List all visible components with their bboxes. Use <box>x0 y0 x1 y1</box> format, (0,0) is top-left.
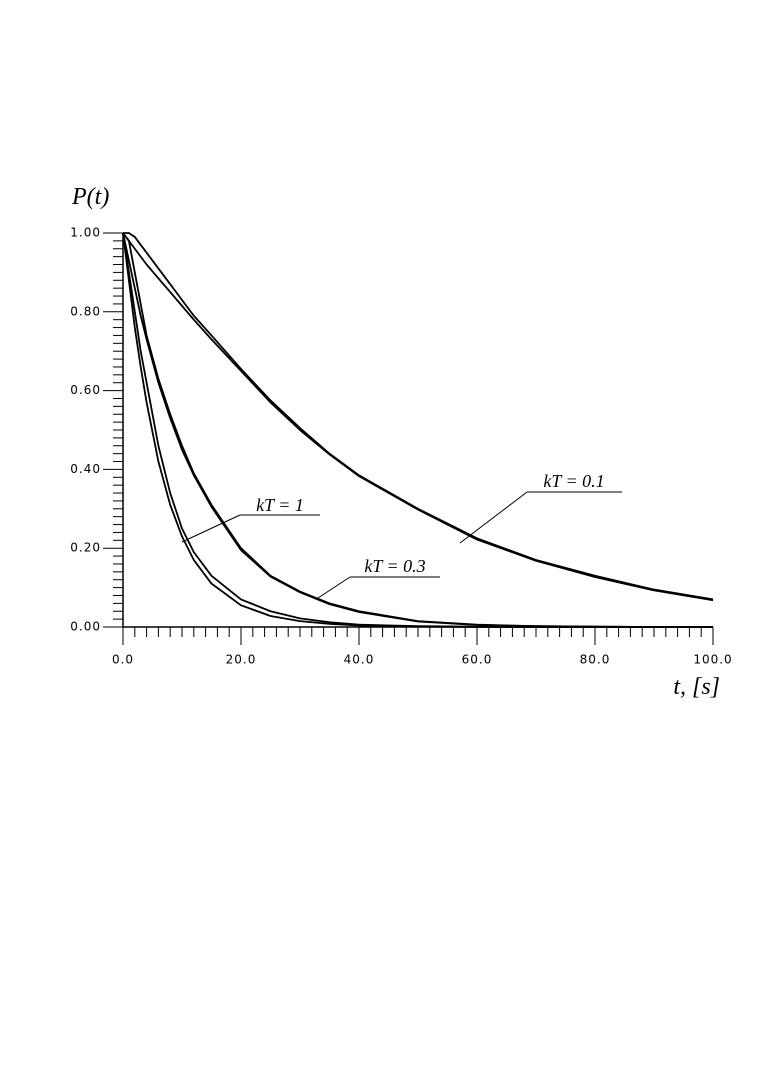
x-axis-label: t, [s] <box>673 674 720 700</box>
curve-label: kT = 1 <box>256 495 304 515</box>
curve-label: kT = 0.1 <box>543 471 604 491</box>
annotation: kT = 1 kT = 0.3 kT = 0.1 <box>181 471 622 599</box>
x-tick-label: 40.0 <box>344 653 375 667</box>
leader-line <box>181 514 241 543</box>
x-tick-label: 60.0 <box>462 653 493 667</box>
y-tick-label: 0.40 <box>70 462 101 476</box>
y-tick-label: 0.00 <box>70 620 101 634</box>
x-tick-label: 20.0 <box>226 653 257 667</box>
curve <box>122 232 713 628</box>
leader-line <box>317 576 351 599</box>
curve-label: kT = 0.3 <box>364 556 425 576</box>
curve <box>122 232 714 602</box>
x-tick-label: 80.0 <box>580 653 611 667</box>
y-tick-label: 0.20 <box>70 541 101 555</box>
chart-title: P(t) <box>71 184 109 210</box>
x-tick-label: 100.0 <box>693 653 732 667</box>
y-tick-label: 1.00 <box>70 226 101 240</box>
curve <box>123 232 714 601</box>
x-tick-label: 0.0 <box>112 653 134 667</box>
y-tick-label: 0.60 <box>70 383 101 397</box>
curve <box>122 232 713 628</box>
y-tick-label: 0.80 <box>70 304 101 318</box>
